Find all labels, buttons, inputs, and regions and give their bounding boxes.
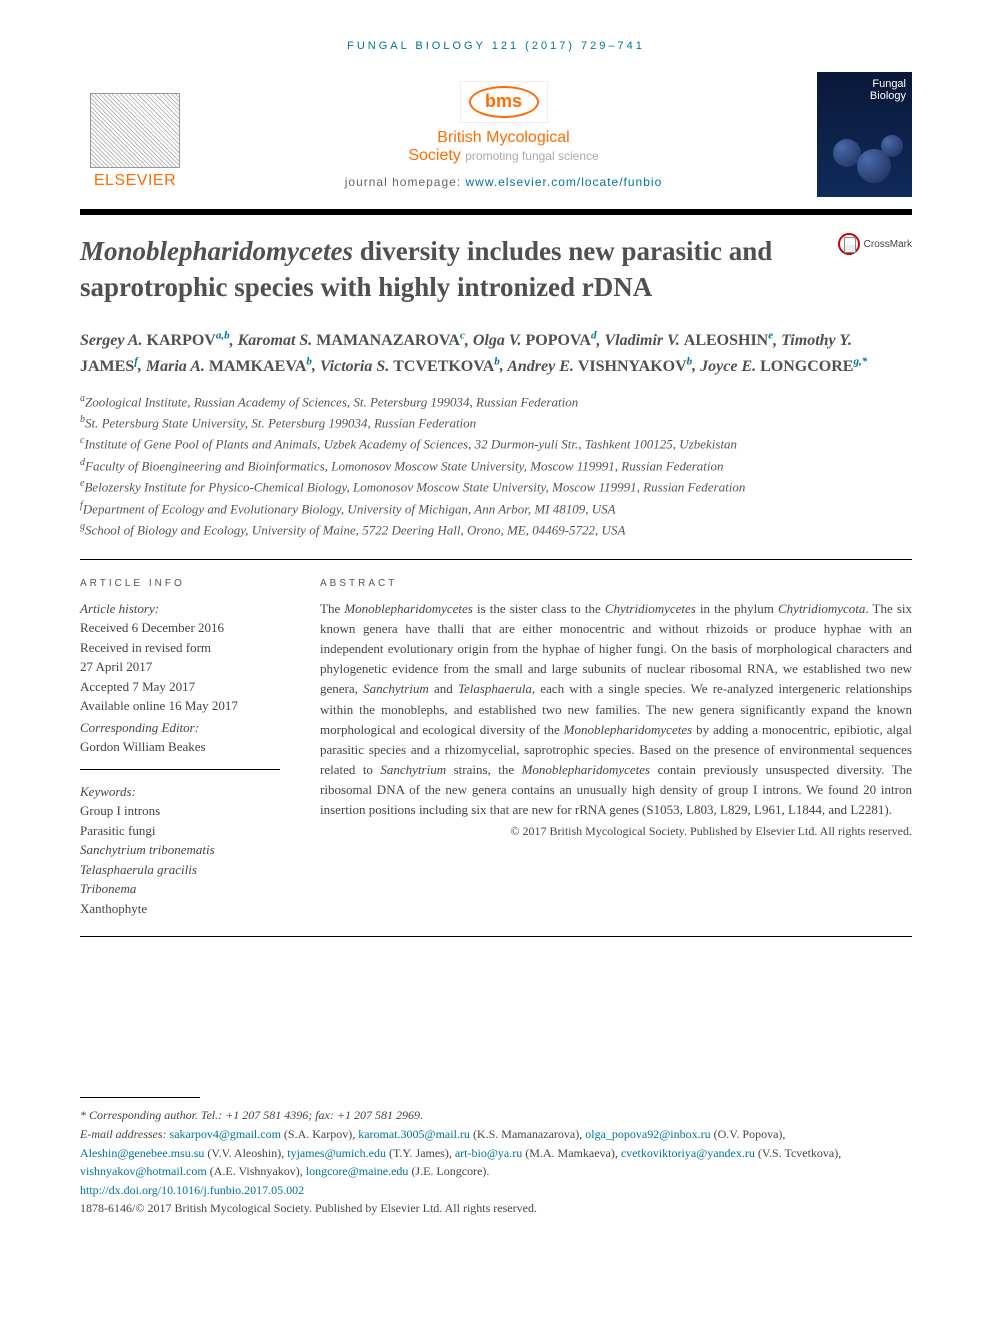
article-history: Article history: Received 6 December 201… <box>80 599 280 757</box>
footnote-rule <box>80 1097 200 1098</box>
keyword: Group I introns <box>80 801 280 821</box>
affiliation: fDepartment of Ecology and Evolutionary … <box>80 498 912 519</box>
journal-homepage: journal homepage: www.elsevier.com/locat… <box>210 175 797 189</box>
title-italic-lead: Monoblepharidomycetes <box>80 236 353 266</box>
email-link[interactable]: vishnyakov@hotmail.com <box>80 1164 207 1178</box>
author: Joyce E. LONGCOREg,* <box>700 358 867 375</box>
history-label: Article history: <box>80 599 280 619</box>
society-name-line1: British Mycological <box>437 129 569 146</box>
homepage-label: journal homepage: <box>345 175 461 189</box>
abstract-column: ABSTRACT The Monoblepharidomycetes is th… <box>320 578 912 919</box>
cover-art-icon <box>823 131 906 191</box>
emails-label: E-mail addresses: <box>80 1127 167 1141</box>
revised-date: 27 April 2017 <box>80 657 280 677</box>
editor-name: Gordon William Beakes <box>80 737 280 757</box>
article-info-heading: ARTICLE INFO <box>80 578 280 589</box>
affiliation: dFaculty of Bioengineering and Bioinform… <box>80 455 912 476</box>
crossmark-icon <box>838 233 860 255</box>
elsevier-tree-icon <box>90 93 180 168</box>
keyword: Telasphaerula gracilis <box>80 860 280 880</box>
affiliation: aZoological Institute, Russian Academy o… <box>80 391 912 412</box>
divider-rule-2 <box>80 936 912 937</box>
abstract-text: The Monoblepharidomycetes is the sister … <box>320 599 912 821</box>
doi-link[interactable]: http://dx.doi.org/10.1016/j.funbio.2017.… <box>80 1181 912 1200</box>
online-date: Available online 16 May 2017 <box>80 696 280 716</box>
header-rule <box>80 209 912 215</box>
title-row: Monoblepharidomycetes diversity includes… <box>80 233 912 306</box>
abstract-heading: ABSTRACT <box>320 578 912 589</box>
info-divider <box>80 769 280 770</box>
society-block: bms British Mycological Society promotin… <box>190 81 817 189</box>
keyword: Sanchytrium tribonematis <box>80 840 280 860</box>
email-link[interactable]: tyjames@umich.edu <box>287 1146 386 1160</box>
email-link[interactable]: art-bio@ya.ru <box>455 1146 522 1160</box>
corresponding-author-note: * Corresponding author. Tel.: +1 207 581… <box>80 1106 912 1125</box>
abstract-copyright: © 2017 British Mycological Society. Publ… <box>320 824 912 839</box>
email-link[interactable]: olga_popova92@inbox.ru <box>585 1127 710 1141</box>
affiliation: cInstitute of Gene Pool of Plants and An… <box>80 433 912 454</box>
author: Karomat S. MAMANAZAROVAc <box>238 332 465 349</box>
editor-label: Corresponding Editor: <box>80 718 280 738</box>
society-name-line2: Society <box>408 147 460 164</box>
email-link[interactable]: cvetkoviktoriya@yandex.ru <box>621 1146 755 1160</box>
email-link[interactable]: longcore@maine.edu <box>306 1164 409 1178</box>
keyword: Xanthophyte <box>80 899 280 919</box>
cover-title: FungalBiology <box>823 78 906 102</box>
keyword-list: Group I intronsParasitic fungiSanchytriu… <box>80 801 280 918</box>
bms-oval-icon: bms <box>469 86 539 118</box>
elsevier-wordmark: ELSEVIER <box>94 172 176 190</box>
affiliation-list: aZoological Institute, Russian Academy o… <box>80 391 912 541</box>
crossmark-label: CrossMark <box>864 239 912 250</box>
author: Vladimir V. ALEOSHINe <box>604 332 773 349</box>
author-list: Sergey A. KARPOVa,b, Karomat S. MAMANAZA… <box>80 328 912 379</box>
author: Maria A. MAMKAEVAb <box>146 358 312 375</box>
article-info-column: ARTICLE INFO Article history: Received 6… <box>80 578 280 919</box>
author: Olga V. POPOVAd <box>473 332 597 349</box>
affiliation: gSchool of Biology and Ecology, Universi… <box>80 519 912 540</box>
email-link[interactable]: karomat.3005@mail.ru <box>358 1127 470 1141</box>
society-name: British Mycological Society promoting fu… <box>210 129 797 165</box>
email-addresses: E-mail addresses: sakarpov4@gmail.com (S… <box>80 1125 912 1181</box>
info-abstract-row: ARTICLE INFO Article history: Received 6… <box>80 578 912 919</box>
affiliation: eBelozersky Institute for Physico-Chemic… <box>80 476 912 497</box>
homepage-link[interactable]: www.elsevier.com/locate/funbio <box>466 175 663 189</box>
keywords-block: Keywords: Group I intronsParasitic fungi… <box>80 782 280 919</box>
journal-cover[interactable]: FungalBiology <box>817 72 912 197</box>
accepted-date: Accepted 7 May 2017 <box>80 677 280 697</box>
affiliation: bSt. Petersburg State University, St. Pe… <box>80 412 912 433</box>
elsevier-logo[interactable]: ELSEVIER <box>80 80 190 190</box>
issn-copyright: 1878-6146/© 2017 British Mycological Soc… <box>80 1199 912 1218</box>
footnotes: * Corresponding author. Tel.: +1 207 581… <box>80 1106 912 1218</box>
masthead-row: ELSEVIER bms British Mycological Society… <box>80 72 912 197</box>
society-tagline: promoting fungal science <box>465 149 598 163</box>
journal-reference: FUNGAL BIOLOGY 121 (2017) 729–741 <box>80 40 912 52</box>
article-title: Monoblepharidomycetes diversity includes… <box>80 233 838 306</box>
revised-label: Received in revised form <box>80 638 280 658</box>
author: Victoria S. TCVETKOVAb <box>320 358 500 375</box>
email-link[interactable]: sakarpov4@gmail.com <box>170 1127 281 1141</box>
crossmark-badge[interactable]: CrossMark <box>838 233 912 255</box>
bms-logo: bms <box>460 81 548 123</box>
received-date: Received 6 December 2016 <box>80 618 280 638</box>
author: Andrey E. VISHNYAKOVb <box>507 358 692 375</box>
email-link[interactable]: Aleshin@genebee.msu.su <box>80 1146 204 1160</box>
divider-rule-1 <box>80 559 912 560</box>
keyword: Tribonema <box>80 879 280 899</box>
keyword: Parasitic fungi <box>80 821 280 841</box>
author: Sergey A. KARPOVa,b <box>80 332 230 349</box>
keywords-label: Keywords: <box>80 782 280 802</box>
